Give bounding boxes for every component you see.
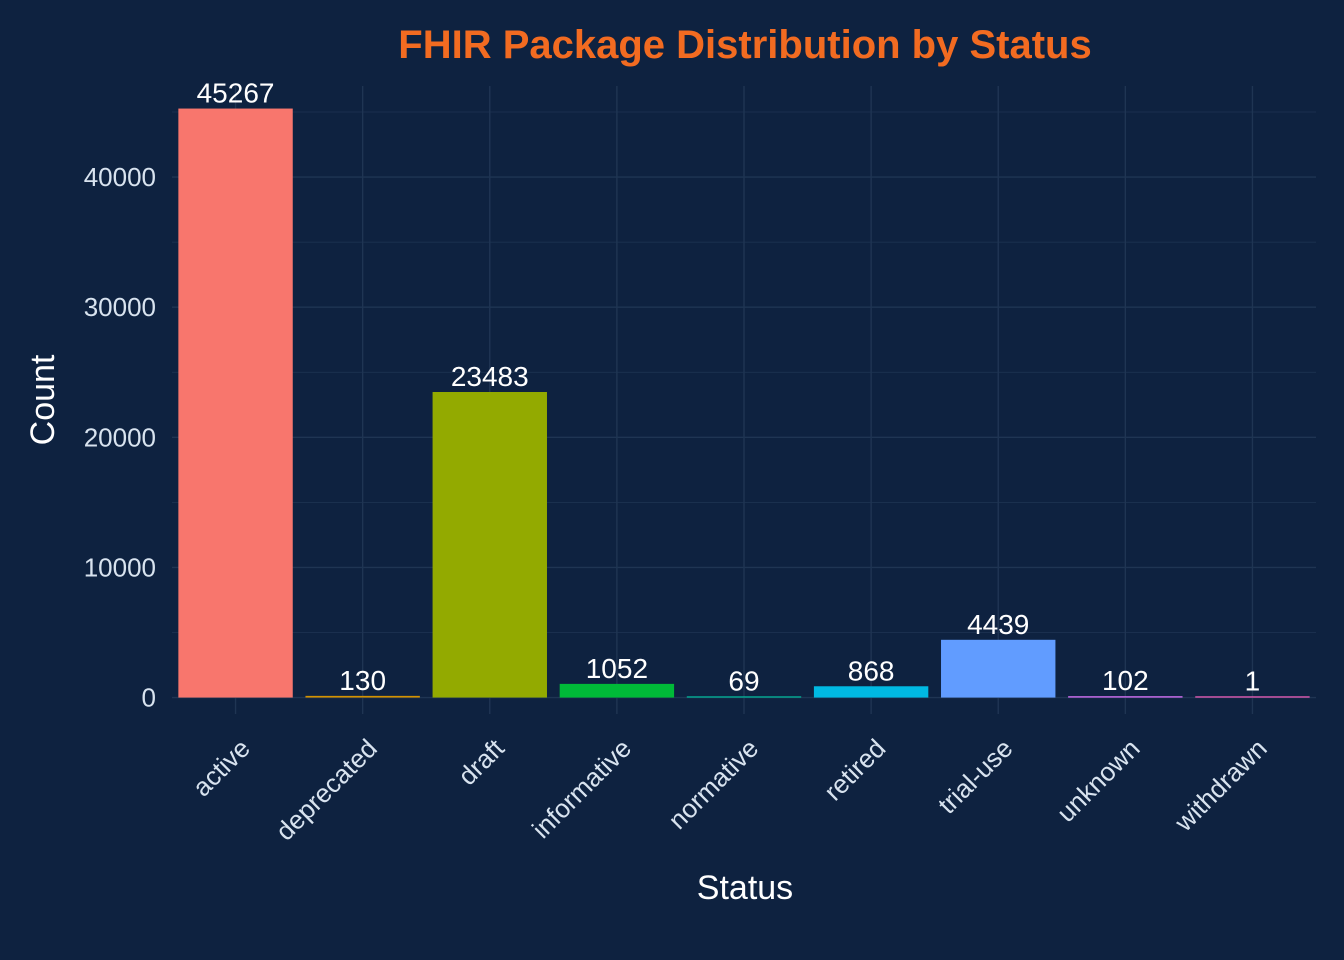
data-label-withdrawn: 1 [1245, 665, 1261, 696]
data-label-trial-use: 4439 [967, 609, 1029, 640]
y-tick-label: 20000 [84, 422, 156, 452]
chart-title: FHIR Package Distribution by Status [398, 23, 1091, 67]
data-label-draft: 23483 [451, 361, 529, 392]
x-axis-title: Status [697, 869, 793, 907]
y-tick-label: 10000 [84, 552, 156, 582]
bar-withdrawn [1195, 696, 1310, 698]
bar-unknown [1068, 696, 1183, 698]
data-label-unknown: 102 [1102, 665, 1149, 696]
y-tick-label: 30000 [84, 292, 156, 322]
data-label-informative: 1052 [586, 653, 648, 684]
bar-active [178, 108, 293, 698]
bar-informative [559, 683, 675, 698]
y-tick-label: 40000 [84, 162, 156, 192]
bar-draft [432, 392, 547, 698]
y-axis-ticks: 0 10000 20000 30000 40000 [84, 162, 156, 712]
bar-trial-use [941, 639, 1056, 698]
y-axis-title: Count [24, 354, 62, 445]
data-label-deprecated: 130 [339, 665, 386, 696]
data-labels: 45267 130 23483 1052 69 868 4439 102 1 [197, 78, 1261, 697]
bar-retired [813, 686, 929, 698]
data-label-retired: 868 [848, 655, 895, 686]
bar-deprecated [305, 695, 420, 698]
bar-normative [686, 696, 802, 698]
bars [178, 108, 1310, 698]
data-label-normative: 69 [728, 665, 759, 696]
data-label-active: 45267 [197, 78, 275, 109]
y-tick-label: 0 [142, 683, 156, 713]
